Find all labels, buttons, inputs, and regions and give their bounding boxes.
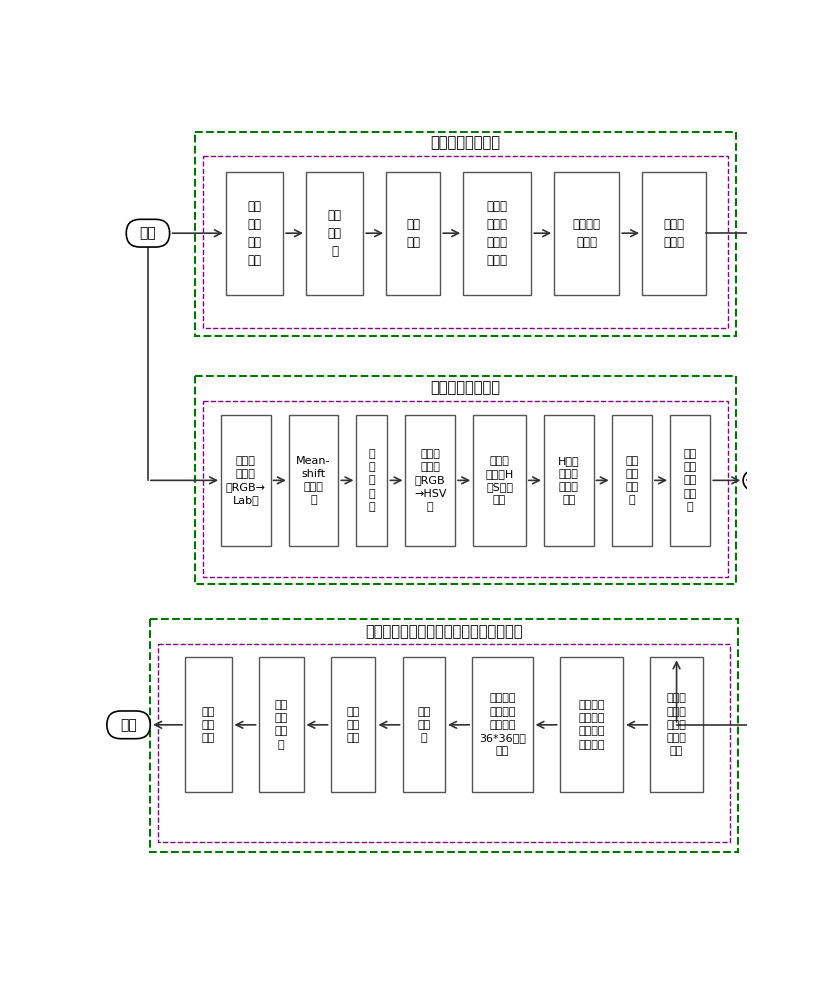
Text: 小线
段提
取: 小线 段提 取 bbox=[328, 209, 342, 258]
Bar bbox=[306, 172, 364, 295]
Text: 直方
图相
似匹
配: 直方 图相 似匹 配 bbox=[625, 456, 638, 505]
Text: 图像
分块: 图像 分块 bbox=[406, 218, 420, 249]
FancyBboxPatch shape bbox=[107, 711, 150, 739]
Bar bbox=[203, 401, 729, 577]
Bar bbox=[612, 415, 652, 546]
Text: H分量
直方图
的阈值
判定: H分量 直方图 的阈值 判定 bbox=[558, 456, 579, 505]
Text: 图像
灰度
化: 图像 灰度 化 bbox=[417, 707, 431, 743]
Text: 颜色空
间转换
（RGB→
Lab）: 颜色空 间转换 （RGB→ Lab） bbox=[226, 456, 266, 505]
FancyBboxPatch shape bbox=[126, 219, 169, 247]
Text: 纹理
特征
提取: 纹理 特征 提取 bbox=[346, 707, 359, 743]
Bar bbox=[289, 415, 339, 546]
Bar bbox=[226, 172, 283, 295]
Bar bbox=[158, 644, 730, 842]
Text: 以该矩形
的中心，
确定一个
36*36的小
区域: 以该矩形 的中心， 确定一个 36*36的小 区域 bbox=[479, 693, 526, 756]
Bar bbox=[221, 415, 271, 546]
Text: 杆塔区域确定模块: 杆塔区域确定模块 bbox=[431, 136, 500, 151]
Bar bbox=[650, 657, 703, 792]
Bar bbox=[554, 172, 619, 295]
Bar bbox=[203, 156, 729, 328]
Text: 开始: 开始 bbox=[139, 226, 156, 240]
Bar bbox=[150, 619, 738, 852]
Bar bbox=[406, 415, 455, 546]
Bar bbox=[559, 657, 623, 792]
Bar bbox=[386, 172, 441, 295]
Bar bbox=[259, 657, 304, 792]
Bar bbox=[544, 415, 593, 546]
Bar bbox=[472, 657, 533, 792]
Bar bbox=[195, 132, 736, 336]
Bar bbox=[403, 657, 445, 792]
Bar bbox=[330, 657, 375, 792]
Text: 在杆塔与颜色的基础上融合纹理分析模块: 在杆塔与颜色的基础上融合纹理分析模块 bbox=[365, 624, 523, 639]
Text: 排除不
在杆塔
区域内
的候选
区域: 排除不 在杆塔 区域内 的候选 区域 bbox=[666, 693, 686, 756]
Text: 区
域
级
图
像: 区 域 级 图 像 bbox=[369, 449, 375, 512]
Text: 确定剩余
各候选区
域的最大
外接矩形: 确定剩余 各候选区 域的最大 外接矩形 bbox=[579, 700, 605, 750]
Bar bbox=[463, 172, 531, 295]
Text: 对图
像进
行预
处理: 对图 像进 行预 处理 bbox=[247, 200, 261, 267]
Bar bbox=[670, 415, 710, 546]
Bar bbox=[195, 376, 736, 584]
Bar bbox=[356, 415, 388, 546]
Text: 确定杆
塔区域: 确定杆 塔区域 bbox=[663, 218, 684, 249]
Bar bbox=[473, 415, 526, 546]
Bar bbox=[642, 172, 706, 295]
Text: 计算各
区域的H
和S的直
方图: 计算各 区域的H 和S的直 方图 bbox=[486, 456, 514, 505]
Text: Mean-
shift
聚类分
割: Mean- shift 聚类分 割 bbox=[296, 456, 331, 505]
Text: 确定
鸟巢
的候
选区
域: 确定 鸟巢 的候 选区 域 bbox=[684, 449, 697, 512]
Text: 结束: 结束 bbox=[120, 718, 137, 732]
Text: 输出
检测
结果: 输出 检测 结果 bbox=[202, 707, 215, 743]
Text: 纹理
相似
性判
断: 纹理 相似 性判 断 bbox=[275, 700, 288, 750]
Bar bbox=[185, 657, 232, 792]
Text: 分块连通
性分析: 分块连通 性分析 bbox=[573, 218, 601, 249]
Text: 各分块
中小线
段的密
度分析: 各分块 中小线 段的密 度分析 bbox=[486, 200, 508, 267]
Text: 图像颜色分析模块: 图像颜色分析模块 bbox=[431, 380, 500, 395]
Text: 颜色空
间转换
（RGB
→HSV
）: 颜色空 间转换 （RGB →HSV ） bbox=[414, 449, 447, 512]
